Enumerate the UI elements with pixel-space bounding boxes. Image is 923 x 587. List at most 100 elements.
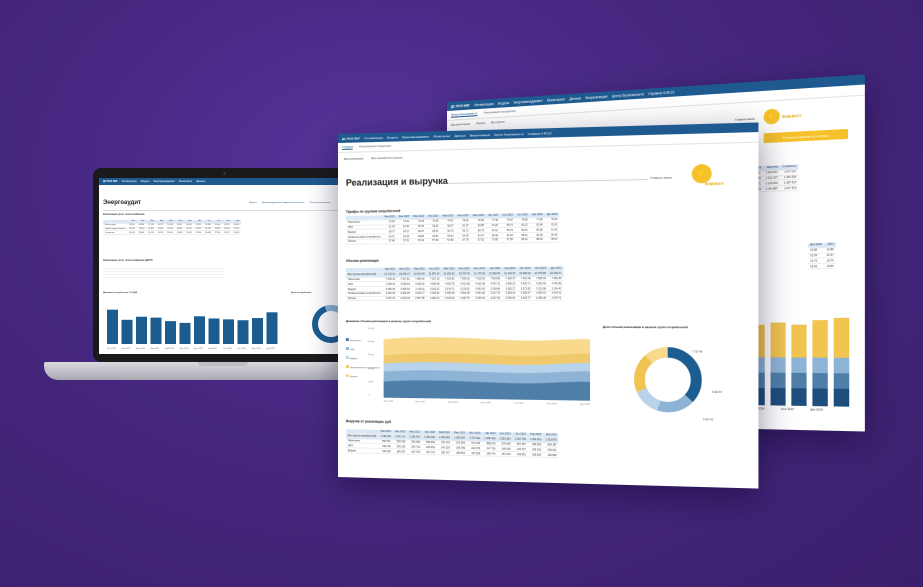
table-cell: 35 081 <box>127 231 137 235</box>
bar[interactable] <box>252 318 263 344</box>
tariffs-table: Янв 2023 Фев 2023 Мар 2023 Апр 2023 Май 2023… <box>346 213 560 245</box>
back-filter-3[interactable]: Все группы <box>491 121 505 125</box>
table-cell: 31 618 <box>146 231 156 235</box>
donut-title: Доля объема реализации в разрезе групп п… <box>603 325 688 329</box>
revenue-table: Янв 2023 Фев 2023 Мар 2023 Апр 2023 Май 2023… <box>346 429 559 458</box>
bar[interactable] <box>223 319 234 344</box>
laptop-menu-1[interactable]: Оптимизация <box>122 180 137 183</box>
table-row: 10.91 10.93 <box>808 263 836 269</box>
back-main-link[interactable]: Главное меню <box>735 118 755 122</box>
title-divider <box>448 179 648 183</box>
laptop-menu-3[interactable]: Энергоменеджмент <box>153 180 175 183</box>
table-cell: 184 262 <box>378 449 393 454</box>
bar[interactable] <box>165 321 176 344</box>
laptop-menu-4[interactable]: Мониторинг <box>179 180 192 183</box>
table-cell: 33 444 <box>137 231 147 235</box>
back-tab-2[interactable]: Реализация продукции <box>484 109 516 116</box>
cell: 10.91 <box>808 263 824 269</box>
front-menu-6[interactable]: Визуализация <box>470 132 490 137</box>
table-cell: 2 043.77 <box>517 296 532 301</box>
bar-x-tick: Янв 2023 <box>107 348 117 350</box>
front-main-link[interactable]: Главное меню <box>650 175 672 180</box>
tariffs-title: Тарифы по группам потребителей <box>346 209 400 214</box>
front-menu-4[interactable]: Мониторинг <box>433 133 450 138</box>
back-bar-group-4 <box>812 320 827 406</box>
bar[interactable] <box>180 323 191 344</box>
back-bar-group-3 <box>791 325 806 406</box>
laptop-menu-2[interactable]: Модели <box>141 180 150 183</box>
legend-item[interactable]: Прочие <box>346 374 380 378</box>
front-menu-2[interactable]: Модели <box>387 135 398 139</box>
back-menu-8[interactable]: Справка 4.45.22 <box>648 90 674 96</box>
back-menu-3[interactable]: Энергоменеджмент <box>513 98 542 104</box>
back-bar-group-5 <box>834 318 850 407</box>
laptop-subtab-3[interactable]: Объекты/показатели <box>309 202 330 204</box>
area-chart-x-axis: Янв 2023 Мар 2023 Май 2023 Июл 2023 Сен … <box>384 401 590 406</box>
laptop-table2-title: Реализация услуг теплоснабжения ДМ/ТЭ <box>103 259 153 262</box>
area-xtick-3: Июл 2023 <box>480 402 490 404</box>
front-menu-8[interactable]: Справка 4.45.22 <box>528 131 552 136</box>
table-cell: 30 094 <box>165 231 175 235</box>
table-row[interactable]: Отопление 35 081 33 444 31 618 30 912 30 094 2… <box>103 231 241 235</box>
front-menu-3[interactable]: Энергоменеджмент <box>402 134 430 139</box>
legend-item[interactable]: Бюджет <box>346 356 380 360</box>
front-tab-1[interactable]: Главная <box>342 145 353 150</box>
bar[interactable] <box>107 310 118 344</box>
bar[interactable] <box>194 316 205 344</box>
back-menu-7[interactable]: Центр безопасности <box>612 92 644 98</box>
front-menu-1[interactable]: Оптимизация <box>364 135 383 140</box>
laptop-subtab-1[interactable]: Модель <box>249 202 257 204</box>
donut-callout-1: 7 737 48 <box>692 350 702 353</box>
bar[interactable] <box>136 317 147 344</box>
table-cell: 29 089 <box>175 231 185 235</box>
front-filter-2[interactable]: Все потребители (группы) <box>371 156 402 160</box>
back-menu-6[interactable]: Визуализация <box>585 94 607 100</box>
back-filter-1[interactable]: Вид реализации <box>451 123 470 127</box>
laptop-table1: Янв Фев Мар Апр Май Июн Июл Авг Сен Окт Ноя Дек Всег… <box>103 220 241 235</box>
back-axis-2: Ноя 2024 <box>781 408 794 412</box>
legend-item[interactable]: ЖКХ <box>346 347 380 351</box>
bar[interactable] <box>209 318 220 344</box>
laptop-subtab-2[interactable]: Динамика/удельный эффект/численность <box>262 202 305 204</box>
bar[interactable] <box>238 320 249 344</box>
front-tab-2[interactable]: Реализация продукции <box>359 144 391 150</box>
table-cell: 187 242 <box>497 451 512 456</box>
laptop-menu-5[interactable]: Данные <box>196 180 205 183</box>
table-row[interactable]: Прочие 2 047.61 2 042.48 2 057.85 2 081.21 2 … <box>346 296 564 301</box>
table-cell: 2 081.21 <box>427 296 442 301</box>
donut-callout-3: 3 917 43 <box>703 418 713 421</box>
volume-title: Объемы реализации <box>346 259 379 263</box>
table-cell: 189 654 <box>452 450 467 455</box>
back-energy-logo: ⚡ <box>764 108 780 124</box>
back-menu-4[interactable]: Мониторинг <box>547 97 565 102</box>
back-menu-2[interactable]: Модели <box>498 100 510 105</box>
front-filter-bar: Вид реализации Все потребители (группы) <box>344 156 403 160</box>
legend-item[interactable]: Население <box>346 338 380 342</box>
front-filter-1[interactable]: Вид реализации <box>344 157 364 160</box>
back-menu-5[interactable]: Данные <box>569 96 581 101</box>
bar[interactable] <box>122 320 133 344</box>
revenue-title: Выручка от реализации, руб. <box>346 419 392 424</box>
bar[interactable] <box>267 312 278 344</box>
area-chart-title: Динамика объема реализации в разрезе гру… <box>346 319 431 323</box>
back-show-button[interactable]: Показать данные за период <box>764 129 848 143</box>
bar-x-tick: Июл 2023 <box>194 348 204 350</box>
front-brand[interactable]: ДС РОЭ ИНГ <box>342 136 360 140</box>
front-menu-5[interactable]: Данные <box>455 133 466 137</box>
area-xtick-0: Янв 2023 <box>384 401 393 403</box>
laptop-brand[interactable]: ДС РОЭ ИНГ <box>103 180 118 183</box>
area-ytick-4: 5 000 <box>368 381 375 383</box>
table-row[interactable]: Прочие 57.48 57.51 57.40 57.50 57.89 57.75 57.6… <box>346 237 560 244</box>
bar[interactable] <box>151 318 162 344</box>
back-filter-2[interactable]: Период <box>476 122 485 126</box>
back-menu-1[interactable]: Оптимизация <box>474 101 494 106</box>
table-cell: 185 637 <box>393 449 408 454</box>
front-menu-7[interactable]: Центр безопасности <box>494 131 524 136</box>
row-label: Прочие <box>346 296 383 301</box>
table-cell: 57.50 <box>426 238 440 243</box>
legend-item[interactable]: Промышленные потребители <box>346 365 380 369</box>
row-label: Бюджет <box>346 448 378 454</box>
back-brand[interactable]: ДС РОЭ ИНГ <box>451 103 470 108</box>
table-cell: 2 022.60 <box>442 296 457 301</box>
back-tab-1[interactable]: Энергоменеджмент <box>451 111 478 118</box>
